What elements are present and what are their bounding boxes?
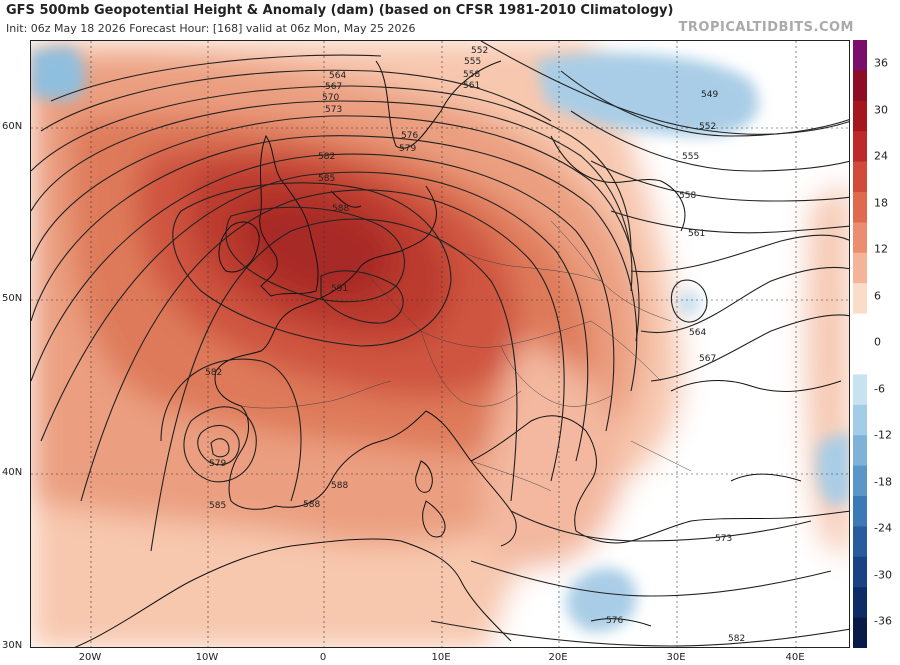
contour-label: 591 [331,284,348,294]
colorbar-label: 30 [874,103,888,116]
contour-label: 576 [606,616,623,626]
colorbar-swatch [853,435,867,467]
lon-label-10w: 10W [195,652,219,663]
colorbar-label: -24 [874,521,892,535]
lon-label-0: 0 [319,652,327,663]
colorbar-label: -6 [874,382,885,395]
watermark: TROPICALTIDBITS.COM [678,20,854,35]
coastlines [74,60,849,647]
colorbar-label: -30 [874,568,892,581]
lon-label-40e: 40E [785,652,805,663]
lat-label-40n: 40N [2,467,23,478]
contour-label: 567 [325,82,342,92]
colorbar-label: -12 [874,428,892,442]
colorbar-label: -18 [874,475,892,488]
political-borders [240,220,692,492]
colorbar-swatch [853,313,867,345]
colorbar-swatch [853,404,867,436]
colorbar-swatch [853,161,867,193]
contour-label: 558 [679,191,696,201]
colorbar-swatches [853,40,867,649]
contour-label: 579 [399,144,416,154]
lat-label-30n: 30N [2,640,23,651]
contour-label: 567 [699,354,716,364]
colorbar-swatch [853,192,867,223]
colorbar-label: 6 [874,289,881,302]
contour-label: 552 [699,122,716,132]
lat-label-50n: 50N [2,293,23,304]
colorbar-swatch [853,40,867,71]
contour-label: 573 [325,105,342,115]
contour-label: 585 [209,501,226,511]
contour-labels: 552 555 558 561 564 567 570 573 576 579 … [205,46,745,644]
colorbar-swatch [853,222,867,254]
colorbar-swatch [853,617,867,649]
lon-label-20w: 20W [78,652,102,663]
contour-label: 549 [701,90,718,100]
map-svg: 552 555 558 561 564 567 570 573 576 579 … [31,41,849,647]
contour-label: 588 [331,481,348,491]
lat-label-60n: 60N [2,121,23,132]
colorbar-label: 18 [874,196,888,209]
colorbar-label: -36 [874,614,892,628]
colorbar-label: 0 [874,335,881,349]
contour-label: 561 [688,229,705,239]
colorbar-swatch [853,374,867,406]
map-panel: 552 555 558 561 564 567 570 573 576 579 … [30,40,850,648]
colorbar-label: 36 [874,56,888,70]
contour-label: 570 [322,93,339,103]
lon-label-20e: 20E [548,652,568,663]
colorbar-swatch [853,556,867,588]
contour-label: 585 [318,174,335,184]
colorbar-swatch [853,100,867,132]
contour-label: 573 [715,534,732,544]
contour-label: 564 [329,71,346,81]
colorbar-swatch [853,496,867,527]
contour-label: 564 [689,328,706,338]
contour-label: 552 [471,46,488,56]
colorbar-swatch [853,252,867,284]
contour-label: 582 [205,368,222,378]
colorbar-swatch [853,70,867,102]
colorbar-label: 12 [874,242,888,256]
contour-label: 588 [332,204,349,214]
contour-label: 561 [463,81,480,91]
contour-label: 582 [318,152,335,162]
colorbar-label: 24 [874,149,888,163]
contour-label: 555 [464,57,481,67]
colorbar-swatch [853,587,867,619]
map-title: GFS 500mb Geopotential Height & Anomaly … [6,3,674,18]
lon-label-30e: 30E [666,652,686,663]
colorbar-swatch [853,344,867,375]
colorbar-swatch [853,131,867,163]
lon-label-10e: 10E [431,652,451,663]
contour-label: 582 [728,634,745,644]
colorbar-swatch [853,283,867,315]
contour-label: 558 [463,70,480,80]
contour-label: 588 [303,500,320,510]
height-contours [31,41,849,647]
contour-label: 555 [682,152,699,162]
contour-label: 576 [401,131,418,141]
contour-label: 579 [209,459,226,469]
colorbar-swatch [853,465,867,497]
colorbar-swatch [853,526,867,558]
negative-anomaly-shading [31,46,849,632]
colorbar [853,40,867,649]
map-subtitle: Init: 06z May 18 2026 Forecast Hour: [16… [6,22,416,35]
